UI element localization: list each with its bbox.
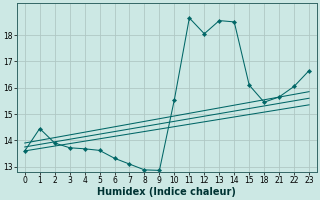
- X-axis label: Humidex (Indice chaleur): Humidex (Indice chaleur): [98, 187, 236, 197]
